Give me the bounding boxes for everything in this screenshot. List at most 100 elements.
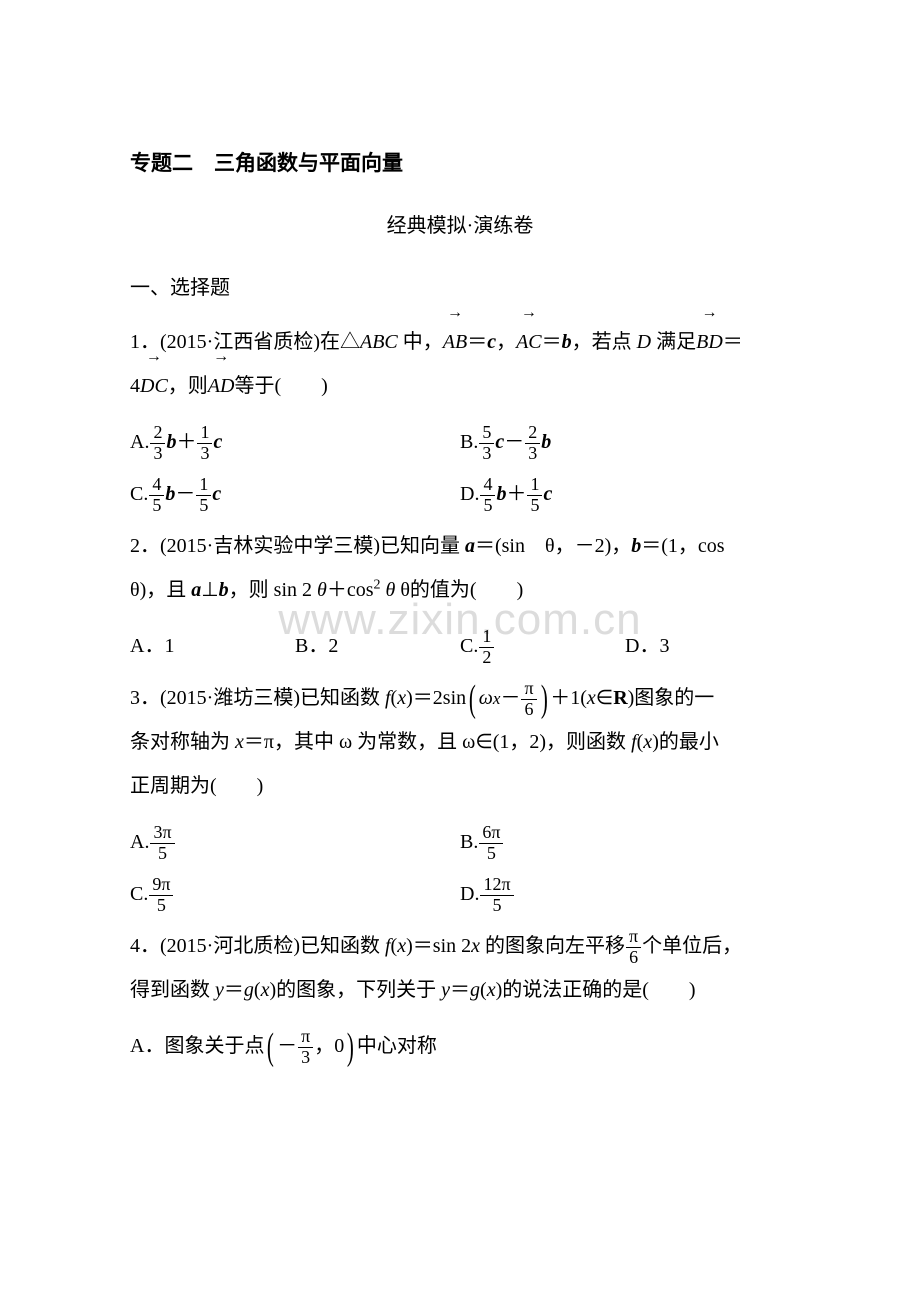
q4-tail: 个单位后， — [642, 935, 742, 957]
q3-options-row1: A.3π5 B.6π5 — [130, 820, 790, 864]
q3-plus1: ＋1( — [550, 687, 587, 709]
q1B-f2: 23 — [525, 423, 540, 464]
q2-Cf: 12 — [479, 627, 494, 668]
q1C-f2: 15 — [196, 475, 211, 516]
q4-mid: 的图象向左平移 — [480, 935, 625, 957]
d: 5 — [150, 843, 174, 864]
q3-D: D.12π5 — [460, 872, 790, 916]
q1C-p: C. — [130, 483, 148, 505]
q1D-op: ＋ — [506, 483, 526, 505]
n: 2 — [150, 423, 165, 443]
d: 5 — [149, 495, 164, 516]
q2-A: A．1 — [130, 624, 295, 668]
q3-l2: 条对称轴为 — [130, 731, 235, 753]
n: 4 — [480, 475, 495, 495]
n: 1 — [527, 475, 542, 495]
q2-options: A．1 B．2 C.12 D．3 — [130, 624, 790, 668]
q2-l2b: ，则 sin 2 — [229, 579, 312, 601]
q3-B: B.6π5 — [460, 820, 790, 864]
q1-optA: A.23b＋13c — [130, 420, 460, 464]
q2-Cp: C. — [460, 635, 478, 657]
q1B-v2: b — [541, 431, 551, 453]
q1-mid2: 满足 — [651, 331, 696, 353]
n: 3π — [150, 823, 174, 843]
q1B-f1: 53 — [479, 423, 494, 464]
q2-a2: a — [191, 579, 201, 601]
q2-l2c: θ的值为( ) — [395, 579, 523, 601]
d: 6 — [521, 699, 536, 720]
q3-options-row2: C.9π5 D.12π5 — [130, 872, 790, 916]
n: 1 — [197, 423, 212, 443]
d: 5 — [479, 843, 503, 864]
q4-y2: y — [441, 979, 450, 1001]
q3-A: A.3π5 — [130, 820, 460, 864]
q3-xr: x — [587, 687, 596, 709]
q4-x: x — [397, 935, 406, 957]
q4-tail2: 的说法正确的是( ) — [502, 979, 695, 1001]
q1C-v1: b — [165, 483, 175, 505]
q1D-f1: 45 — [480, 475, 495, 516]
q1-vec-ac: AC — [516, 320, 542, 364]
q2-b2: b — [219, 579, 229, 601]
q1A-v1: b — [166, 431, 176, 453]
q3-x2: x — [643, 731, 652, 753]
p: D. — [460, 883, 479, 905]
d: 3 — [197, 443, 212, 464]
q1-optB: B.53c－23b — [460, 420, 790, 464]
d: 5 — [480, 895, 513, 916]
q2-sq: 2 — [374, 578, 381, 593]
q1C-op: － — [175, 483, 195, 505]
lparen-icon: ( — [469, 690, 476, 709]
d: 5 — [149, 895, 173, 916]
q1A-f2: 13 — [197, 423, 212, 464]
p: A. — [130, 831, 149, 853]
question-2: 2．(2015·吉林实验中学三模)已知向量 a＝(sin θ，－2)，b＝(1，… — [130, 524, 790, 612]
q1C-f1: 45 — [149, 475, 164, 516]
q3-C: C.9π5 — [130, 872, 460, 916]
d: 6 — [626, 947, 641, 968]
q3-l3: 正周期为( ) — [130, 775, 263, 797]
q3-l1: 3．(2015·潍坊三模)已知函数 — [130, 687, 385, 709]
q1-l2b: ，则 — [168, 375, 208, 397]
f: 3π5 — [150, 823, 174, 864]
q1-eq1: ＝ — [467, 331, 487, 353]
q1A-op: ＋ — [176, 431, 196, 453]
q1-abc: ABC — [360, 331, 398, 353]
q1A-f1: 23 — [150, 423, 165, 464]
q1A-v2: c — [213, 431, 222, 453]
q3-tail: 的最小 — [659, 731, 719, 753]
q4-xg: x — [261, 979, 270, 1001]
q1-c: c — [487, 331, 496, 353]
q3-close: )图象的一 — [628, 687, 715, 709]
n: 9π — [149, 875, 173, 895]
q2-eq1: ＝(sin θ，－2)， — [475, 535, 631, 557]
d: 3 — [298, 1047, 313, 1068]
n: 2 — [525, 423, 540, 443]
q1-vec-ab: AB — [443, 320, 467, 364]
q2-D: D．3 — [625, 624, 790, 668]
q1-4: 4 — [130, 375, 140, 397]
q3-pi: ＝π，其中 ω 为常数，且 ω∈(1，2)，则函数 — [244, 731, 631, 753]
question-3: 3．(2015·潍坊三模)已知函数 f(x)＝2sin(ωx－π6)＋1(x∈R… — [130, 676, 790, 808]
p: C. — [130, 883, 148, 905]
q4-y: y — [215, 979, 224, 1001]
q2-B: B．2 — [295, 624, 460, 668]
q3-R: R — [613, 687, 627, 709]
q1D-p: D. — [460, 483, 479, 505]
n: 6π — [479, 823, 503, 843]
q2-a: a — [465, 535, 475, 557]
q1-l2c: 等于( ) — [234, 375, 327, 397]
q2-perp: ⊥ — [201, 579, 218, 601]
n: 12π — [480, 875, 513, 895]
subtitle: 经典模拟·演练卷 — [130, 204, 790, 248]
d: 2 — [479, 647, 494, 668]
lparen-icon: ( — [267, 1038, 274, 1057]
q4-l2a: 得到函数 — [130, 979, 215, 1001]
q1D-v1: b — [496, 483, 506, 505]
q1D-v2: c — [543, 483, 552, 505]
q1-D: D — [637, 331, 651, 353]
q2-C: C.12 — [460, 624, 625, 668]
q1-optC: C.45b－15c — [130, 472, 460, 516]
q3-f: f — [385, 687, 391, 709]
q2-b: b — [631, 535, 641, 557]
